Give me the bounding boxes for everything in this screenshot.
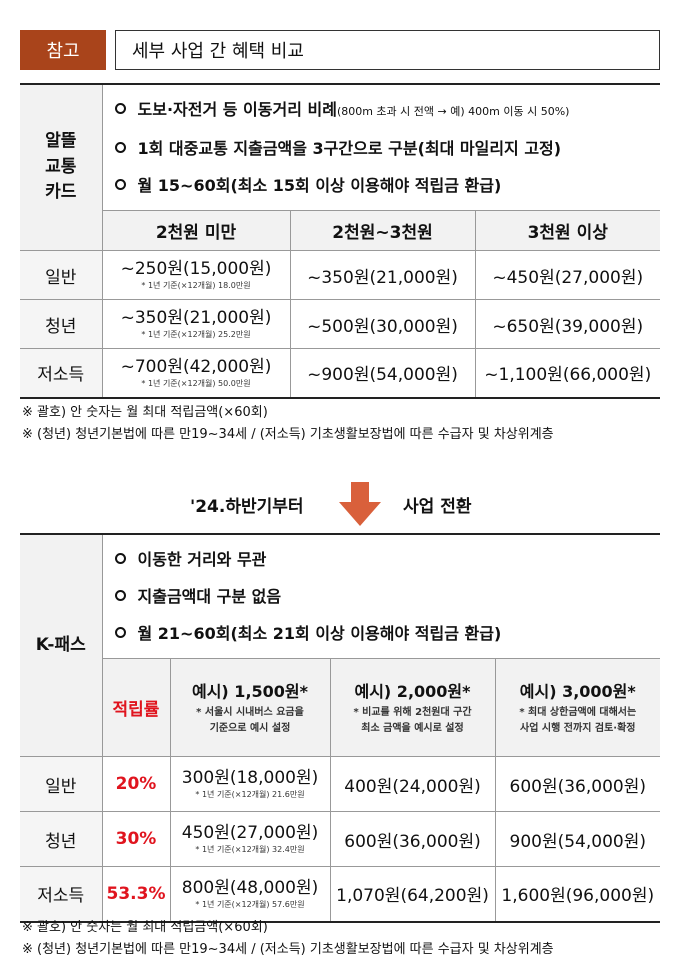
- bottom-program-label: K-패스: [20, 533, 103, 757]
- bullet-item: 도보·자전거 등 이동거리 비례(800m 초과 시 전액 → 예) 400m …: [114, 91, 653, 130]
- example-title: 예시) 1,500원*: [191, 681, 309, 701]
- row-header-general: 일반: [20, 250, 103, 300]
- footnote: ※ 괄호) 안 숫자는 월 최대 적립금액(×60회): [22, 405, 268, 420]
- table-cell: 600원(36,000원): [494, 756, 661, 812]
- rate-header: 적립률: [102, 658, 171, 757]
- column-header: 2천원~3천원: [289, 210, 476, 251]
- cell-subnote: * 1년 기준(×12개월) 21.6만원: [195, 790, 305, 799]
- rate-value: 53.3%: [101, 866, 171, 923]
- transition-banner: '24.하반기부터 사업 전환: [0, 482, 690, 526]
- bullet-text: 1회 대중교통 지출금액을 3구간으로 구분(최대 마일리지 고정): [137, 139, 562, 158]
- column-header: 3천원 이상: [474, 210, 660, 251]
- transition-period: '24.하반기부터: [190, 497, 304, 517]
- example-note: 최소 금액을 예시로 설정: [361, 722, 464, 734]
- footnote: ※ (청년) 청년기본법에 따른 만19~34세 / (저소득) 기초생활보장법…: [22, 427, 554, 442]
- table-cell: ~350원(21,000원): [289, 250, 476, 300]
- table-cell: 800원(48,000원) * 1년 기준(×12개월) 57.6만원: [169, 866, 331, 923]
- bullet-circle-icon: [114, 142, 126, 153]
- bottom-notes: ※ 괄호) 안 숫자는 월 최대 적립금액(×60회) ※ (청년) 청년기본법…: [22, 917, 554, 961]
- table-cell: ~700원(42,000원) * 1년 기준(×12개월) 50.0만원: [101, 348, 291, 399]
- cell-value: ~350원(21,000원): [120, 308, 272, 328]
- example-title: 예시) 2,000원*: [354, 681, 471, 701]
- bullet-circle-icon: [114, 627, 126, 638]
- cell-value: 800원(48,000원): [181, 877, 319, 898]
- cell-subnote: * 1년 기준(×12개월) 57.6만원: [195, 899, 305, 909]
- bullet-text: 이동한 거리와 무관: [137, 550, 267, 569]
- cell-value: ~250원(15,000원): [120, 259, 272, 279]
- row-header-general: 일반: [20, 756, 103, 812]
- top-label-line: 교통: [45, 156, 77, 177]
- table-cell: 1,600원(96,000원): [494, 866, 661, 923]
- cell-subnote: * 1년 기준(×12개월) 18.0만원: [141, 281, 251, 290]
- table-cell: ~650원(39,000원): [474, 299, 660, 349]
- row-header-youth: 청년: [20, 299, 103, 349]
- bullet-item: 월 15~60회(최소 15회 이상 이용해야 적립금 환급): [114, 167, 653, 204]
- cell-value: ~700원(42,000원): [120, 356, 272, 377]
- table-cell: 400원(24,000원): [329, 756, 496, 812]
- example-note: * 최대 상한금액에 대해서는: [519, 706, 637, 718]
- top-label-line: 카드: [45, 182, 77, 203]
- row-header-low-income: 저소득: [20, 866, 103, 923]
- example-note: 기준으로 예시 설정: [209, 722, 291, 734]
- example-title: 예시) 3,000원*: [519, 681, 636, 701]
- bullet-circle-icon: [114, 553, 126, 564]
- bullet-circle-icon: [114, 590, 126, 601]
- bullet-text: 월 21~60회(최소 21회 이상 이용해야 적립금 환급): [137, 624, 502, 643]
- table-cell: ~350원(21,000원) * 1년 기준(×12개월) 25.2만원: [101, 299, 291, 349]
- bottom-bullets: 이동한 거리와 무관 지출금액대 구분 없음 월 21~60회(최소 21회 이…: [101, 533, 661, 659]
- table-cell: 1,070원(64,200원): [329, 866, 496, 923]
- transition-label: 사업 전환: [403, 497, 472, 517]
- bullet-circle-icon: [114, 179, 126, 190]
- bullet-item: 지출금액대 구분 없음: [114, 578, 653, 615]
- table-cell: 300원(18,000원) * 1년 기준(×12개월) 21.6만원: [169, 756, 331, 812]
- table-cell: 450원(27,000원) * 1년 기준(×12개월) 32.4만원: [169, 811, 331, 867]
- footnote: ※ (청년) 청년기본법에 따른 만19~34세 / (저소득) 기초생활보장법…: [22, 942, 554, 957]
- table-cell: ~900원(54,000원): [289, 348, 476, 399]
- reference-tag: 참고: [20, 30, 106, 70]
- bullet-note: (800m 초과 시 전액 → 예) 400m 이동 시 50%): [336, 105, 570, 118]
- rate-value: 20%: [101, 756, 171, 812]
- bullet-item: 월 21~60회(최소 21회 이상 이용해야 적립금 환급): [114, 615, 653, 652]
- example-note: * 비교를 위해 2천원대 구간: [353, 706, 472, 718]
- example-column-header: 예시) 1,500원* * 서울시 시내버스 요금을 기준으로 예시 설정: [169, 658, 331, 757]
- bullet-text: 도보·자전거 등 이동거리 비례: [137, 100, 337, 119]
- column-header: 2천원 미만: [102, 210, 291, 251]
- top-program-label: 알뜰 교통 카드: [20, 83, 103, 251]
- table-cell: ~450원(27,000원): [474, 250, 660, 300]
- example-note: 사업 시행 전까지 검토·확정: [520, 722, 636, 734]
- table-cell: ~1,100원(66,000원): [474, 348, 660, 399]
- bullet-circle-icon: [114, 103, 126, 114]
- cell-subnote: * 1년 기준(×12개월) 50.0만원: [141, 378, 251, 388]
- bullet-text: 지출금액대 구분 없음: [137, 587, 282, 606]
- bottom-comparison-table: K-패스 이동한 거리와 무관 지출금액대 구분 없음 월 21~60회(최소 …: [20, 533, 661, 923]
- top-comparison-table: 알뜰 교통 카드 도보·자전거 등 이동거리 비례(800m 초과 시 전액 →…: [20, 83, 660, 399]
- top-notes: ※ 괄호) 안 숫자는 월 최대 적립금액(×60회) ※ (청년) 청년기본법…: [22, 402, 554, 446]
- row-header-low-income: 저소득: [20, 348, 103, 399]
- table-cell: 900원(54,000원): [494, 811, 661, 867]
- table-cell: ~250원(15,000원) * 1년 기준(×12개월) 18.0만원: [101, 250, 291, 300]
- top-label-line: 알뜰: [45, 131, 77, 152]
- example-note: * 서울시 시내버스 요금을: [196, 706, 304, 718]
- cell-subnote: * 1년 기준(×12개월) 25.2만원: [141, 330, 251, 339]
- page-title: 세부 사업 간 혜택 비교: [115, 30, 660, 70]
- cell-value: 300원(18,000원): [181, 768, 319, 788]
- cell-subnote: * 1년 기준(×12개월) 32.4만원: [195, 845, 305, 854]
- bullet-text: 월 15~60회(최소 15회 이상 이용해야 적립금 환급): [137, 176, 502, 195]
- footnote: ※ 괄호) 안 숫자는 월 최대 적립금액(×60회): [22, 920, 268, 935]
- page-header: 참고 세부 사업 간 혜택 비교: [20, 30, 660, 70]
- cell-value: 450원(27,000원): [181, 823, 319, 843]
- bullet-item: 1회 대중교통 지출금액을 3구간으로 구분(최대 마일리지 고정): [114, 130, 653, 167]
- table-cell: 600원(36,000원): [329, 811, 496, 867]
- top-bullets: 도보·자전거 등 이동거리 비례(800m 초과 시 전액 → 예) 400m …: [101, 83, 660, 211]
- table-cell: ~500원(30,000원): [289, 299, 476, 349]
- down-arrow-icon: [339, 482, 381, 526]
- row-header-youth: 청년: [20, 811, 103, 867]
- bullet-item: 이동한 거리와 무관: [114, 541, 653, 578]
- example-column-header: 예시) 2,000원* * 비교를 위해 2천원대 구간 최소 금액을 예시로 …: [329, 658, 496, 757]
- example-column-header: 예시) 3,000원* * 최대 상한금액에 대해서는 사업 시행 전까지 검토…: [494, 658, 661, 757]
- rate-value: 30%: [101, 811, 171, 867]
